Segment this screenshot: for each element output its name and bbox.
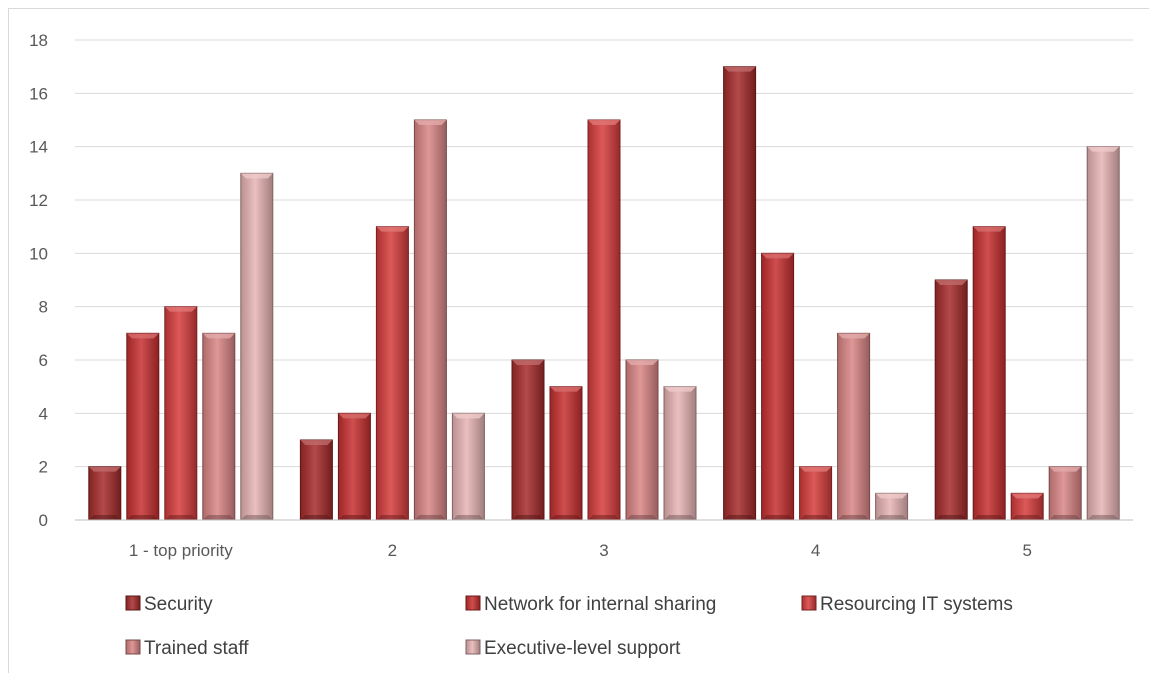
y-tick-label: 2 xyxy=(39,458,48,477)
legend-swatch xyxy=(465,595,481,611)
bar xyxy=(837,332,871,521)
legend-item: Resourcing IT systems xyxy=(801,594,1013,615)
legend-label: Executive-level support xyxy=(484,638,681,659)
bar xyxy=(1086,146,1120,521)
bar xyxy=(934,279,968,521)
bar xyxy=(663,386,697,521)
y-tick-label: 4 xyxy=(39,404,48,423)
bar xyxy=(761,252,795,521)
x-tick-label: 3 xyxy=(599,541,608,560)
bar xyxy=(451,412,485,521)
x-axis: 1 - top priority 2 3 4 5 xyxy=(75,519,1133,560)
x-tick-label: 1 - top priority xyxy=(129,541,233,560)
bar xyxy=(723,66,757,521)
bar xyxy=(972,226,1006,521)
y-tick-label: 6 xyxy=(39,351,48,370)
bar xyxy=(1048,466,1082,521)
y-tick-label: 0 xyxy=(39,511,48,530)
bar xyxy=(299,439,333,521)
y-tick-label: 8 xyxy=(39,298,48,317)
legend-swatch xyxy=(125,595,141,611)
y-tick-label: 10 xyxy=(29,244,48,263)
legend-label: Security xyxy=(144,594,213,615)
y-tick-label: 16 xyxy=(29,84,48,103)
bar xyxy=(549,386,583,521)
bar xyxy=(164,306,198,521)
bar xyxy=(240,172,274,521)
bar xyxy=(202,332,236,521)
x-tick-label: 2 xyxy=(388,541,397,560)
legend-item: Network for internal sharing xyxy=(465,594,716,615)
bar xyxy=(875,492,909,521)
bar xyxy=(413,119,447,521)
legend-label: Trained staff xyxy=(144,638,249,659)
bar xyxy=(88,466,122,521)
y-tick-label: 18 xyxy=(29,31,48,50)
legend-item: Trained staff xyxy=(125,638,249,659)
bars xyxy=(88,66,1120,521)
bar xyxy=(799,466,833,521)
x-tick-label: 5 xyxy=(1022,541,1031,560)
legend-label: Network for internal sharing xyxy=(484,594,716,615)
y-tick-label: 12 xyxy=(29,191,48,210)
y-axis: 0 2 4 6 8 10 12 14 16 18 xyxy=(29,31,48,530)
bar xyxy=(511,359,545,521)
chart-frame xyxy=(8,8,1149,673)
bar xyxy=(625,359,659,521)
bar xyxy=(587,119,621,521)
bar xyxy=(126,332,160,521)
legend-swatch xyxy=(465,639,481,655)
legend-label: Resourcing IT systems xyxy=(820,594,1013,615)
y-tick-label: 14 xyxy=(29,138,48,157)
legend-item: Security xyxy=(125,594,213,615)
legend-swatch xyxy=(801,595,817,611)
x-tick-label: 4 xyxy=(811,541,820,560)
bar xyxy=(375,226,409,521)
bar xyxy=(337,412,371,521)
legend: Security Network for internal sharing Reso… xyxy=(125,594,1013,659)
legend-swatch xyxy=(125,639,141,655)
bar xyxy=(1010,492,1044,521)
legend-item: Executive-level support xyxy=(465,638,681,659)
